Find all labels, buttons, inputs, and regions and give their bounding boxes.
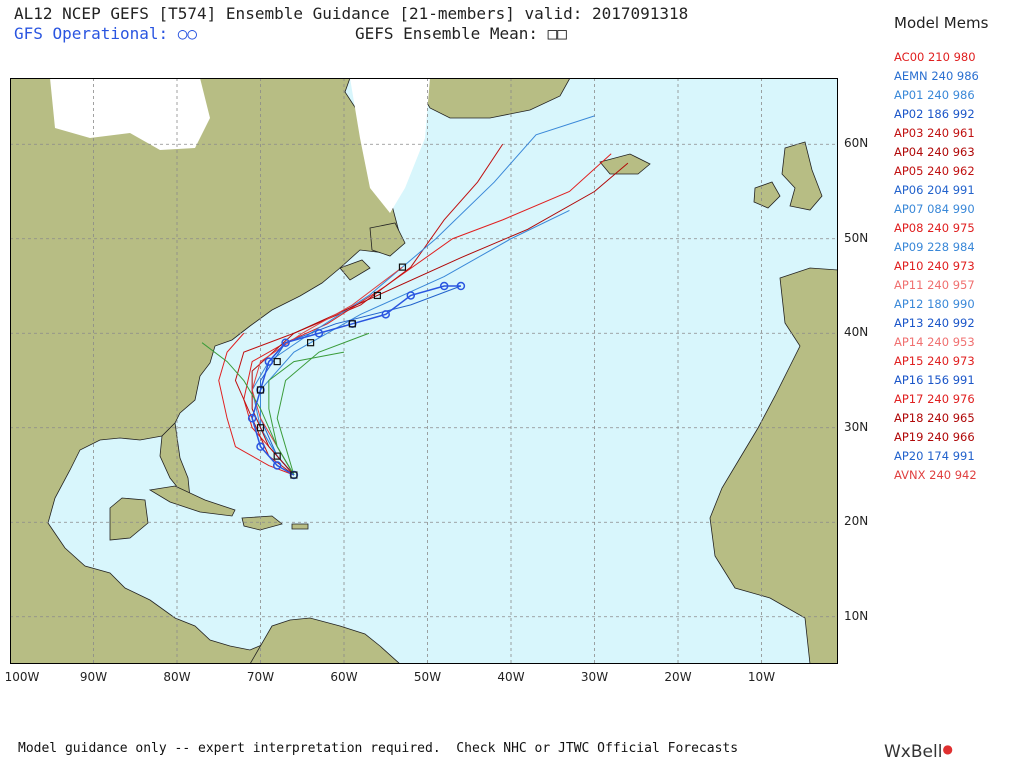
gfs-operational-point bbox=[281, 338, 290, 347]
legend-item: AP04 240 963 bbox=[894, 145, 975, 159]
legend-item: AP18 240 965 bbox=[894, 411, 975, 425]
hudson-ice bbox=[50, 78, 210, 150]
ireland bbox=[753, 181, 781, 209]
ensemble-mean-point bbox=[290, 471, 298, 479]
disclaimer: Model guidance only -- expert interpreta… bbox=[18, 741, 739, 756]
gfs-operational-point bbox=[381, 310, 390, 319]
ensemble-mean-point bbox=[256, 386, 265, 394]
legend-item: AP20 174 991 bbox=[894, 449, 975, 463]
iceland bbox=[599, 153, 651, 175]
legend-item: AP08 240 975 bbox=[894, 221, 975, 235]
legend-title: Model Mems bbox=[894, 14, 989, 32]
ensemble-mean-point bbox=[273, 358, 281, 366]
ensemble-mean-point bbox=[256, 424, 265, 432]
cuba bbox=[148, 485, 236, 517]
lon-label: 100W bbox=[4, 670, 40, 684]
ensemble-track-line bbox=[251, 266, 403, 476]
legend-item: AP19 240 966 bbox=[894, 430, 975, 444]
model-legend: AC00 210 980 AEMN 240 986 AP01 240 986 AP02… bbox=[894, 48, 979, 485]
gfs-operational-label: GFS Operational: ○○ bbox=[14, 24, 198, 43]
map-frame bbox=[10, 78, 838, 664]
map-title: AL12 NCEP GEFS [T574] Ensemble Guidance … bbox=[14, 4, 689, 23]
legend-item: AP07 084 990 bbox=[894, 202, 975, 216]
ensemble-mean-point bbox=[373, 291, 381, 300]
labrador-ice bbox=[350, 78, 430, 213]
ensemble-tracks bbox=[201, 115, 629, 480]
legend-item: AP12 180 990 bbox=[894, 297, 975, 311]
ensemble-track-line bbox=[260, 209, 570, 476]
legend-item: AP05 240 962 bbox=[894, 164, 975, 178]
legend-item: AP01 240 986 bbox=[894, 88, 975, 102]
lat-label: 20N bbox=[844, 514, 869, 529]
gfs-operational-point bbox=[256, 442, 265, 451]
gfs-operational-track bbox=[251, 285, 461, 476]
lon-label: 30W bbox=[580, 670, 609, 684]
lon-label: 40W bbox=[497, 670, 525, 684]
ensemble-mean-point bbox=[273, 452, 281, 460]
logo-dot-icon: ● bbox=[942, 742, 953, 756]
lat-label: 10N bbox=[844, 608, 869, 623]
south-america bbox=[249, 617, 402, 665]
legend-item: AP17 240 976 bbox=[894, 392, 975, 406]
ice-patches bbox=[50, 78, 430, 213]
legend-item: AP15 240 973 bbox=[894, 354, 975, 368]
lon-label: 50W bbox=[413, 670, 442, 684]
gfs-operational-point bbox=[247, 414, 257, 423]
gfs-operational-point bbox=[272, 461, 282, 470]
lat-label: 30N bbox=[844, 419, 869, 434]
nova-scotia bbox=[339, 259, 371, 281]
lat-label: 50N bbox=[844, 230, 869, 245]
wxbell-logo: WxBell● bbox=[884, 742, 953, 762]
newfoundland bbox=[369, 222, 406, 257]
ensemble-mean-point bbox=[307, 339, 315, 347]
lon-label: 20W bbox=[664, 670, 692, 684]
lon-label: 90W bbox=[79, 670, 108, 684]
ensemble-mean-label: GEFS Ensemble Mean: □□ bbox=[355, 24, 567, 43]
map-panel: 60N 50N 40N 30N 20N 10N 100W 90W 80W 70W 60W 50W 40W… bbox=[5, 77, 868, 684]
legend-item: AP06 204 991 bbox=[894, 183, 975, 197]
legend-item: AP14 240 953 bbox=[894, 335, 975, 349]
lon-label: 10W bbox=[747, 670, 776, 684]
legend-item: AP03 240 961 bbox=[894, 126, 975, 140]
gfs-operational-point bbox=[406, 291, 416, 300]
legend-item: AEMN 240 986 bbox=[894, 69, 979, 83]
legend-item: AP11 240 957 bbox=[894, 278, 975, 292]
legend-item: AP10 240 973 bbox=[894, 259, 975, 273]
legend-item: AP09 228 984 bbox=[894, 240, 975, 254]
lon-label: 80W bbox=[163, 670, 191, 684]
legend-item: AP13 240 992 bbox=[894, 316, 975, 330]
greenland bbox=[411, 77, 571, 119]
yucatan bbox=[109, 497, 149, 541]
lon-label: 60W bbox=[330, 670, 358, 684]
ensemble-mean-point bbox=[348, 320, 356, 328]
ensemble-track-line bbox=[276, 332, 370, 476]
puerto-rico bbox=[291, 523, 309, 530]
legend-item: AP02 186 992 bbox=[894, 107, 975, 121]
ensemble-mean-point bbox=[398, 263, 407, 271]
gfs-operational-point bbox=[314, 329, 324, 338]
land-masses bbox=[9, 77, 839, 665]
lat-label: 60N bbox=[844, 136, 869, 151]
gfs-operational-point bbox=[456, 281, 466, 291]
great-britain bbox=[781, 141, 823, 211]
lon-label: 70W bbox=[246, 670, 275, 684]
lat-label: 40N bbox=[844, 325, 869, 340]
track-map bbox=[9, 77, 839, 665]
ensemble-track-line bbox=[268, 351, 345, 476]
legend-item: AP16 156 991 bbox=[894, 373, 975, 387]
logo-text: WxBell bbox=[884, 742, 943, 762]
gfs-operational-point bbox=[439, 281, 449, 291]
hispaniola bbox=[241, 515, 283, 531]
ensemble-track-line bbox=[218, 332, 295, 476]
legend-item: AVNX 240 942 bbox=[894, 468, 977, 482]
north-america bbox=[9, 77, 403, 665]
legend-item: AC00 210 980 bbox=[894, 50, 976, 64]
lat-lon-grid bbox=[10, 78, 838, 664]
gfs-operational-point bbox=[264, 357, 274, 366]
